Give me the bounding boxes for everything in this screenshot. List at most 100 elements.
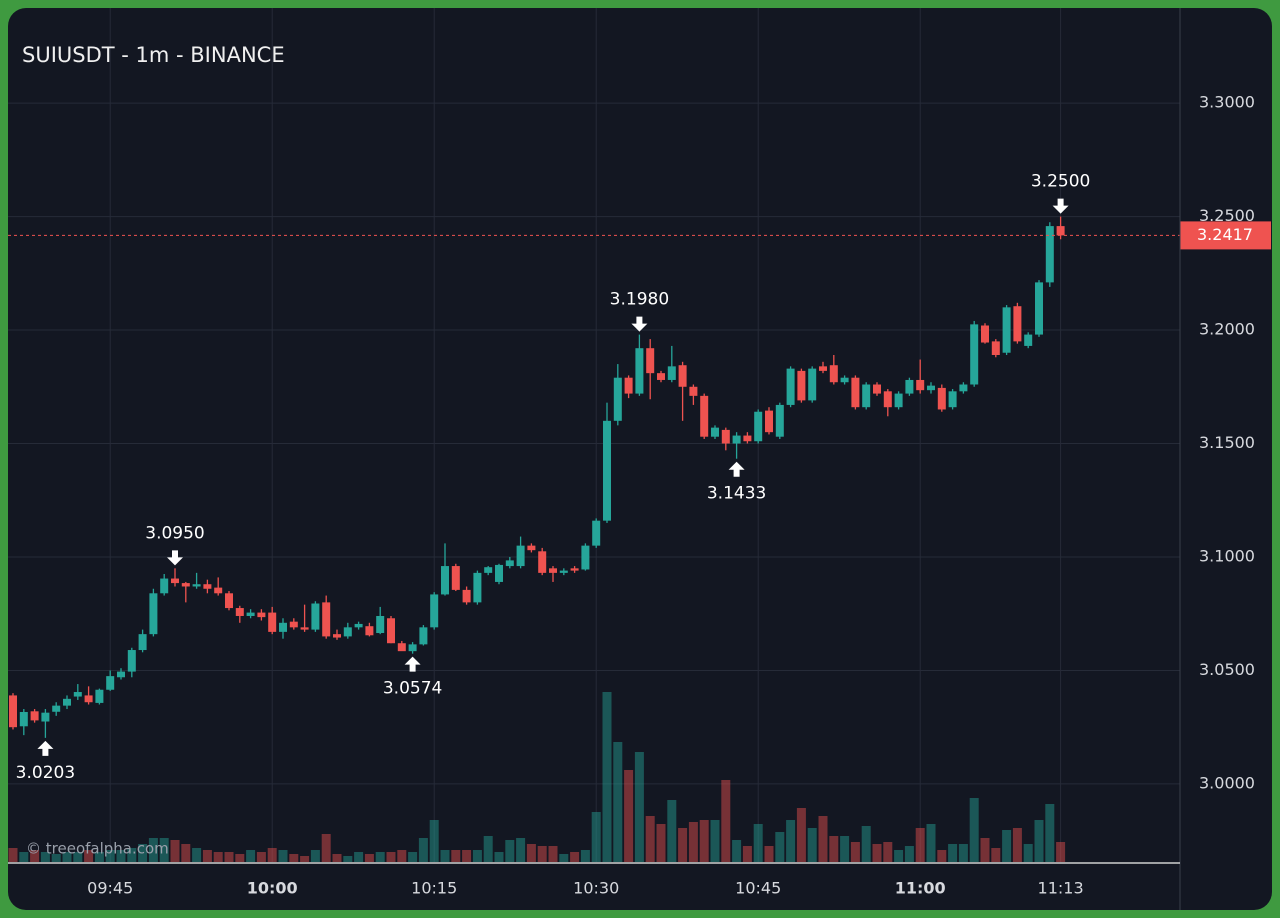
volume-bar — [688, 822, 698, 862]
volume-bar — [127, 848, 137, 862]
volume-bar — [775, 832, 785, 862]
candle-body — [916, 379, 925, 391]
volume-bar — [613, 742, 623, 862]
volume-bar — [429, 820, 439, 862]
candle-body — [495, 564, 503, 582]
volume-bar — [40, 852, 50, 862]
grid — [8, 8, 1180, 862]
volume-bar — [678, 828, 688, 862]
candle-body — [808, 368, 817, 401]
candle-body — [862, 384, 871, 408]
candle-body — [646, 348, 655, 374]
volume-bar — [343, 856, 353, 862]
watermark: © treeofalpha.com — [26, 840, 169, 858]
volume-bar — [235, 854, 245, 862]
volume-bar — [807, 828, 817, 862]
candle-body — [1035, 282, 1043, 335]
candle-body — [9, 695, 17, 728]
candles — [9, 216, 1065, 738]
volume-bar — [894, 850, 904, 862]
volume-bar — [850, 842, 860, 862]
candle-body — [106, 676, 115, 690]
volume-bar — [969, 798, 979, 862]
candle-body — [840, 377, 849, 383]
volume-bar — [516, 838, 526, 862]
candle-body — [95, 689, 104, 703]
candle-body — [333, 634, 341, 638]
candle-body — [289, 621, 298, 628]
candle-body — [73, 692, 82, 697]
candle-body — [1056, 226, 1065, 236]
candle-body — [570, 568, 579, 571]
volume-bar — [310, 850, 320, 862]
volume-bar — [559, 854, 569, 862]
candle-body — [181, 583, 190, 587]
candle-body — [970, 324, 979, 385]
candle-body — [1013, 306, 1022, 342]
volume-bar — [818, 816, 828, 862]
volume-bar — [62, 852, 72, 862]
volume-bar — [19, 852, 29, 862]
candle-body — [462, 589, 471, 603]
volume-bar — [105, 850, 115, 862]
candle-body — [149, 593, 158, 635]
candle-body — [711, 427, 719, 437]
y-tick-label: 3.1500 — [1199, 433, 1255, 452]
x-tick-label: 10:30 — [573, 879, 619, 898]
candle-body — [387, 618, 395, 644]
candle-body — [354, 623, 363, 628]
candle-body — [1024, 334, 1033, 346]
x-tick-label: 10:00 — [247, 879, 298, 898]
candle-body — [981, 325, 989, 343]
candle-body — [775, 404, 784, 437]
candle-body — [603, 420, 611, 521]
volume-bar — [570, 852, 580, 862]
volume-bar — [300, 856, 310, 862]
candle-body — [268, 612, 277, 632]
candle-body — [765, 410, 773, 433]
volume-bar — [937, 850, 947, 862]
candle-body — [905, 379, 914, 394]
volume-bar — [548, 846, 558, 862]
candle-body — [127, 650, 136, 672]
candle-body — [678, 365, 687, 387]
volume-bar — [30, 850, 40, 862]
x-tick-label: 11:00 — [895, 879, 946, 898]
candle-body — [538, 551, 547, 573]
candle-body — [505, 560, 514, 567]
candle-body — [689, 386, 698, 396]
volume-bar — [1045, 804, 1055, 862]
candle-body — [657, 373, 665, 380]
candle-body — [30, 711, 39, 721]
volume-bar — [602, 692, 612, 862]
candle-body — [257, 612, 266, 618]
candle-body — [397, 643, 406, 652]
volume-bar — [386, 852, 396, 862]
volume-bar — [256, 852, 266, 862]
volume-bar — [181, 844, 191, 862]
candle-body — [829, 365, 838, 383]
volume-bar — [148, 838, 158, 862]
volume-bar — [883, 842, 893, 862]
volume-bar — [667, 800, 677, 862]
candle-body — [667, 366, 676, 380]
candle-body — [516, 545, 525, 567]
candle-body — [959, 384, 968, 392]
volume-bar — [483, 836, 493, 862]
volume-bar — [505, 840, 515, 862]
volume-bar — [656, 824, 666, 862]
volume-bar — [537, 846, 547, 862]
volume-bar — [786, 820, 796, 862]
candle-body — [430, 594, 439, 628]
candle-body — [700, 395, 709, 437]
candle-body — [743, 435, 752, 442]
volume-bar — [872, 844, 882, 862]
y-tick-label: 3.0500 — [1199, 660, 1255, 679]
volume-bar — [732, 840, 742, 862]
y-tick-label: 3.2500 — [1199, 206, 1255, 225]
volume-bar — [289, 854, 299, 862]
candle-body — [203, 584, 212, 589]
volume-bar — [321, 834, 331, 862]
volume-bar — [170, 840, 180, 862]
